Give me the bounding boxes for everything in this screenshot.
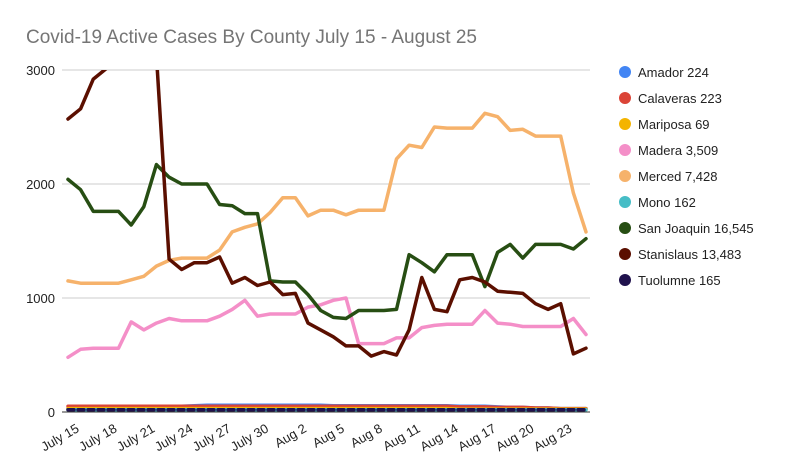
x-tick-label: July 18 bbox=[76, 421, 119, 455]
legend-label: San Joaquin 16,545 bbox=[638, 221, 754, 236]
series-lines bbox=[66, 70, 588, 412]
x-tick-label: Aug 11 bbox=[380, 421, 422, 454]
series-line-3 bbox=[66, 296, 588, 360]
legend-marker bbox=[619, 248, 631, 260]
legend-marker bbox=[619, 196, 631, 208]
gridlines bbox=[62, 69, 590, 413]
legend-marker bbox=[619, 92, 631, 104]
y-tick-label: 1000 bbox=[26, 291, 55, 306]
legend-label: Tuolumne 165 bbox=[638, 273, 721, 288]
legend-label: Merced 7,428 bbox=[638, 169, 718, 184]
y-tick-label: 2000 bbox=[26, 177, 55, 192]
x-tick-label: Aug 2 bbox=[272, 421, 309, 451]
y-tick-label: 3000 bbox=[26, 63, 55, 78]
x-tick-label: Aug 17 bbox=[455, 421, 498, 455]
x-tick-label: Aug 5 bbox=[310, 421, 347, 451]
x-tick-label: July 27 bbox=[190, 421, 233, 455]
x-tick-label: July 15 bbox=[38, 421, 81, 455]
y-axis-ticks: 0 1000 2000 3000 bbox=[26, 63, 55, 420]
legend-label: Mariposa 69 bbox=[638, 117, 710, 132]
series-line-4 bbox=[66, 111, 588, 285]
legend-label: Mono 162 bbox=[638, 195, 696, 210]
x-tick-label: July 30 bbox=[228, 421, 271, 455]
legend-label: Amador 224 bbox=[638, 65, 709, 80]
legend-label: Stanislaus 13,483 bbox=[638, 247, 741, 262]
x-tick-label: Aug 14 bbox=[417, 421, 460, 455]
legend: Amador 224 Calaveras 223 Mariposa 69 Madera… bbox=[619, 65, 754, 288]
legend-marker bbox=[619, 170, 631, 182]
x-tick-label: Aug 20 bbox=[493, 421, 536, 455]
legend-marker bbox=[619, 144, 631, 156]
legend-marker bbox=[619, 66, 631, 78]
series-line-7 bbox=[66, 70, 588, 358]
x-tick-label: July 24 bbox=[152, 421, 195, 455]
legend-marker bbox=[619, 274, 631, 286]
x-tick-label: Aug 8 bbox=[348, 421, 385, 451]
legend-label: Madera 3,509 bbox=[638, 143, 718, 158]
series-line-6 bbox=[66, 162, 588, 321]
x-tick-label: July 21 bbox=[114, 421, 157, 455]
legend-marker bbox=[619, 222, 631, 234]
x-tick-label: Aug 23 bbox=[531, 421, 574, 455]
chart-title: Covid-19 Active Cases By County July 15 … bbox=[26, 27, 477, 48]
y-tick-label: 0 bbox=[48, 405, 55, 420]
legend-marker bbox=[619, 118, 631, 130]
legend-label: Calaveras 223 bbox=[638, 91, 722, 106]
